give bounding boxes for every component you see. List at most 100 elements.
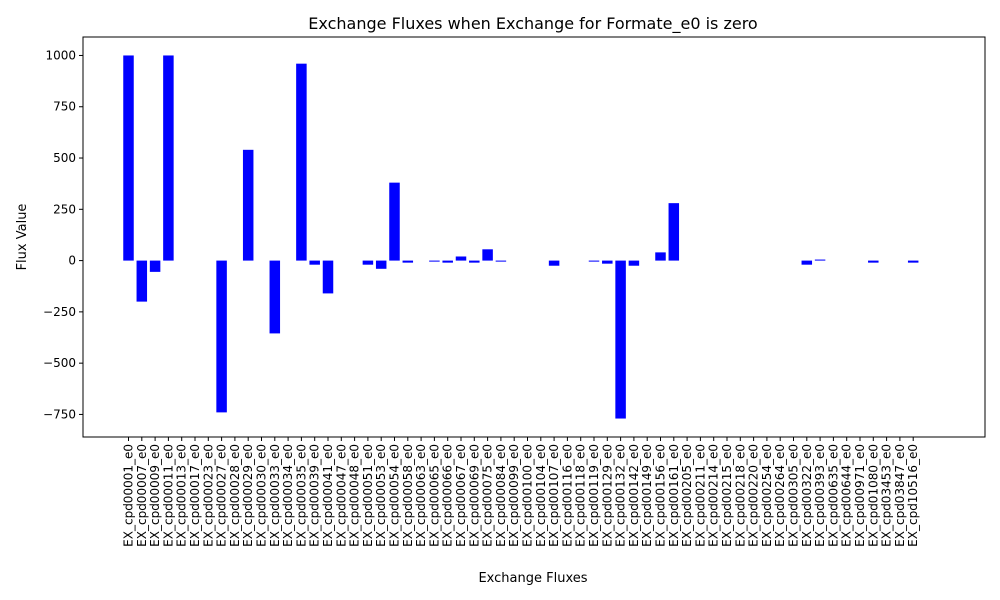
bar-EX_cpd00009_e0 <box>149 260 161 272</box>
bar-EX_cpd00051_e0 <box>362 260 374 265</box>
x-tick-label: EX_cpd00142_e0 <box>627 444 641 547</box>
y-tick-label: −500 <box>43 356 76 370</box>
x-tick-label: EX_cpd00211_e0 <box>693 444 707 547</box>
x-tick-label: EX_cpd00635_e0 <box>826 444 840 547</box>
x-tick-label: EX_cpd00069_e0 <box>467 444 481 547</box>
x-tick-label: EX_cpd00116_e0 <box>560 444 574 547</box>
x-axis-label: Exchange Fluxes <box>478 571 587 586</box>
bar-EX_cpd00041_e0 <box>322 260 334 294</box>
x-tick-label: EX_cpd00011_e0 <box>161 444 175 547</box>
x-tick-label: EX_cpd00053_e0 <box>374 444 388 547</box>
x-tick-label: EX_cpd00149_e0 <box>640 444 654 547</box>
x-tick-label: EX_cpd00009_e0 <box>148 444 162 547</box>
x-tick-label: EX_cpd00215_e0 <box>720 444 734 547</box>
bar-EX_cpd00033_e0 <box>269 260 281 334</box>
x-tick-label: EX_cpd00063_e0 <box>414 444 428 547</box>
y-tick-label: 0 <box>68 254 76 268</box>
x-tick-label: EX_cpd00644_e0 <box>840 444 854 547</box>
bar-EX_cpd00119_e0 <box>588 260 600 262</box>
x-tick-label: EX_cpd00066_e0 <box>441 444 455 547</box>
x-tick-label: EX_cpd00027_e0 <box>215 444 229 547</box>
bars-group <box>123 55 919 419</box>
bar-EX_cpd00029_e0 <box>242 149 254 261</box>
x-tick-label: EX_cpd00393_e0 <box>813 444 827 547</box>
bar-EX_cpd00393_e0 <box>814 259 826 261</box>
x-tick-label: EX_cpd00132_e0 <box>614 444 628 547</box>
y-tick-label: 250 <box>53 202 76 216</box>
x-tick-label: EX_cpd00039_e0 <box>308 444 322 547</box>
bar-EX_cpd01080_e0 <box>868 260 879 263</box>
bar-EX_cpd00075_e0 <box>482 249 493 261</box>
bar-EX_cpd00066_e0 <box>442 260 453 263</box>
x-tick-label: EX_cpd03453_e0 <box>880 444 894 547</box>
x-tick-label: EX_cpd00305_e0 <box>787 444 801 547</box>
bar-EX_cpd00132_e0 <box>615 260 626 419</box>
x-tick-label: EX_cpd01080_e0 <box>866 444 880 547</box>
x-tick-label: EX_cpd00104_e0 <box>534 444 548 547</box>
x-tick-label: EX_cpd00028_e0 <box>228 444 242 547</box>
x-tick-label: EX_cpd00033_e0 <box>268 444 282 547</box>
x-tick-label: EX_cpd00017_e0 <box>188 444 202 547</box>
bar-EX_cpd00161_e0 <box>668 203 680 261</box>
x-tick-label: EX_cpd00161_e0 <box>667 444 681 547</box>
y-tick-label: −750 <box>43 407 76 421</box>
bar-EX_cpd00084_e0 <box>495 260 507 262</box>
x-tick-label: EX_cpd10516_e0 <box>906 444 920 547</box>
x-tick-label: EX_cpd00029_e0 <box>241 444 255 547</box>
x-tick-label: EX_cpd00048_e0 <box>348 444 362 547</box>
x-tick-label: EX_cpd00084_e0 <box>494 444 508 547</box>
bar-EX_cpd00322_e0 <box>801 260 813 265</box>
bar-EX_cpd00129_e0 <box>602 260 613 264</box>
bar-EX_cpd00007_e0 <box>136 260 148 302</box>
x-tick-label: EX_cpd00067_e0 <box>454 444 468 547</box>
x-tick-label: EX_cpd00047_e0 <box>334 444 348 547</box>
bar-EX_cpd00027_e0 <box>216 260 227 413</box>
x-tick-label: EX_cpd00254_e0 <box>760 444 774 547</box>
y-tick-label: 1000 <box>45 48 76 62</box>
x-tick-label: EX_cpd00041_e0 <box>321 444 335 547</box>
bar-EX_cpd00011_e0 <box>163 55 174 261</box>
x-tick-label: EX_cpd00001_e0 <box>122 444 136 547</box>
y-tick-label: 500 <box>53 151 76 165</box>
bar-EX_cpd00035_e0 <box>296 63 307 261</box>
x-tick-label: EX_cpd00322_e0 <box>800 444 814 547</box>
x-tick-label: EX_cpd00013_e0 <box>175 444 189 547</box>
x-tick-label: EX_cpd00205_e0 <box>680 444 694 547</box>
x-tick-label: EX_cpd00035_e0 <box>294 444 308 547</box>
bar-EX_cpd00001_e0 <box>123 55 134 261</box>
plot-frame <box>82 36 986 438</box>
x-tick-label: EX_cpd00218_e0 <box>733 444 747 547</box>
bar-EX_cpd00156_e0 <box>655 252 666 261</box>
y-tick-label: −250 <box>43 305 76 319</box>
bar-EX_cpd00065_e0 <box>429 260 440 262</box>
x-tick-label: EX_cpd00051_e0 <box>361 444 375 547</box>
x-tick-label: EX_cpd00156_e0 <box>654 444 668 547</box>
y-axis: −750 −500 −250 0 250 500 750 1000 <box>43 48 83 421</box>
x-tick-label: EX_cpd00100_e0 <box>521 444 535 547</box>
bar-EX_cpd00053_e0 <box>375 260 387 269</box>
bar-EX_cpd00039_e0 <box>309 260 320 265</box>
x-tick-label: EX_cpd03847_e0 <box>893 444 907 547</box>
x-tick-label: EX_cpd00058_e0 <box>401 444 415 547</box>
bar-EX_cpd00107_e0 <box>548 260 560 266</box>
x-axis: EX_cpd00001_e0 EX_cpd00007_e0 EX_cpd00009_… <box>122 437 920 547</box>
x-tick-label: EX_cpd00030_e0 <box>255 444 269 547</box>
x-tick-label: EX_cpd00054_e0 <box>388 444 402 547</box>
x-tick-label: EX_cpd00065_e0 <box>427 444 441 547</box>
x-tick-label: EX_cpd00264_e0 <box>773 444 787 547</box>
bar-EX_cpd00142_e0 <box>628 260 640 266</box>
x-tick-label: EX_cpd00107_e0 <box>547 444 561 547</box>
x-tick-label: EX_cpd00023_e0 <box>201 444 215 547</box>
chart-title: Exchange Fluxes when Exchange for Format… <box>308 14 757 34</box>
bar-EX_cpd10516_e0 <box>907 260 919 263</box>
x-tick-label: EX_cpd00971_e0 <box>853 444 867 547</box>
x-tick-label: EX_cpd00129_e0 <box>600 444 614 547</box>
bar-EX_cpd00058_e0 <box>402 260 414 263</box>
x-tick-label: EX_cpd00075_e0 <box>481 444 495 547</box>
bar-EX_cpd00069_e0 <box>469 260 480 263</box>
bar-EX_cpd00054_e0 <box>389 182 400 261</box>
x-tick-label: EX_cpd00214_e0 <box>707 444 721 547</box>
x-tick-label: EX_cpd00118_e0 <box>574 444 588 547</box>
x-tick-label: EX_cpd00099_e0 <box>507 444 521 547</box>
